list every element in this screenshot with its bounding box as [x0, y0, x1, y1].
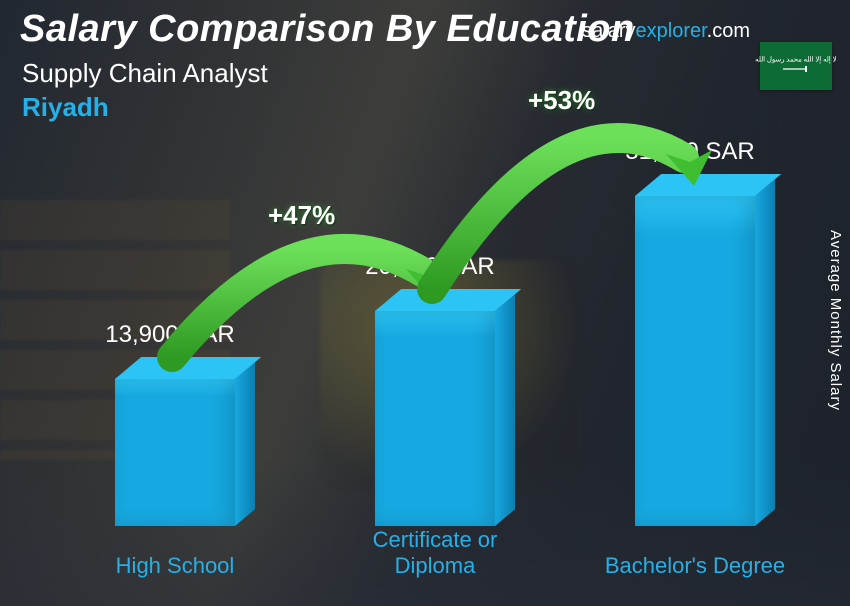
- y-axis-label: Average Monthly Salary: [827, 230, 844, 411]
- bar-front: [115, 379, 235, 526]
- sword-icon: [781, 64, 811, 74]
- bar-chart: 13,900 SARHigh School20,400 SARCertifica…: [60, 120, 790, 576]
- chart-title: Salary Comparison By Education: [20, 8, 635, 51]
- chart-location: Riyadh: [22, 92, 109, 123]
- brand-logo: salaryexplorer.com: [582, 20, 750, 43]
- brand-part2: explorer: [636, 20, 707, 42]
- brand-part1: salary: [582, 20, 635, 42]
- flag-icon: لا إله إلا الله محمد رسول الله: [760, 42, 832, 90]
- bar: [115, 379, 235, 526]
- bar-category-label: High School: [75, 553, 275, 578]
- bar-side-face: [755, 179, 775, 526]
- increase-pct-label: +47%: [268, 200, 335, 231]
- bar-category-label: Certificate or Diploma: [335, 527, 535, 578]
- increase-pct-label: +53%: [528, 85, 595, 116]
- chart-canvas: Salary Comparison By Education Supply Ch…: [0, 0, 850, 606]
- bar-group: 13,900 SARHigh School: [100, 379, 250, 526]
- flag-text: لا إله إلا الله محمد رسول الله: [748, 56, 844, 76]
- bar-category-label: Bachelor's Degree: [595, 553, 795, 578]
- brand-part3: .com: [707, 20, 750, 42]
- chart-subtitle: Supply Chain Analyst: [22, 58, 268, 89]
- increase-arc: +53%: [402, 63, 732, 333]
